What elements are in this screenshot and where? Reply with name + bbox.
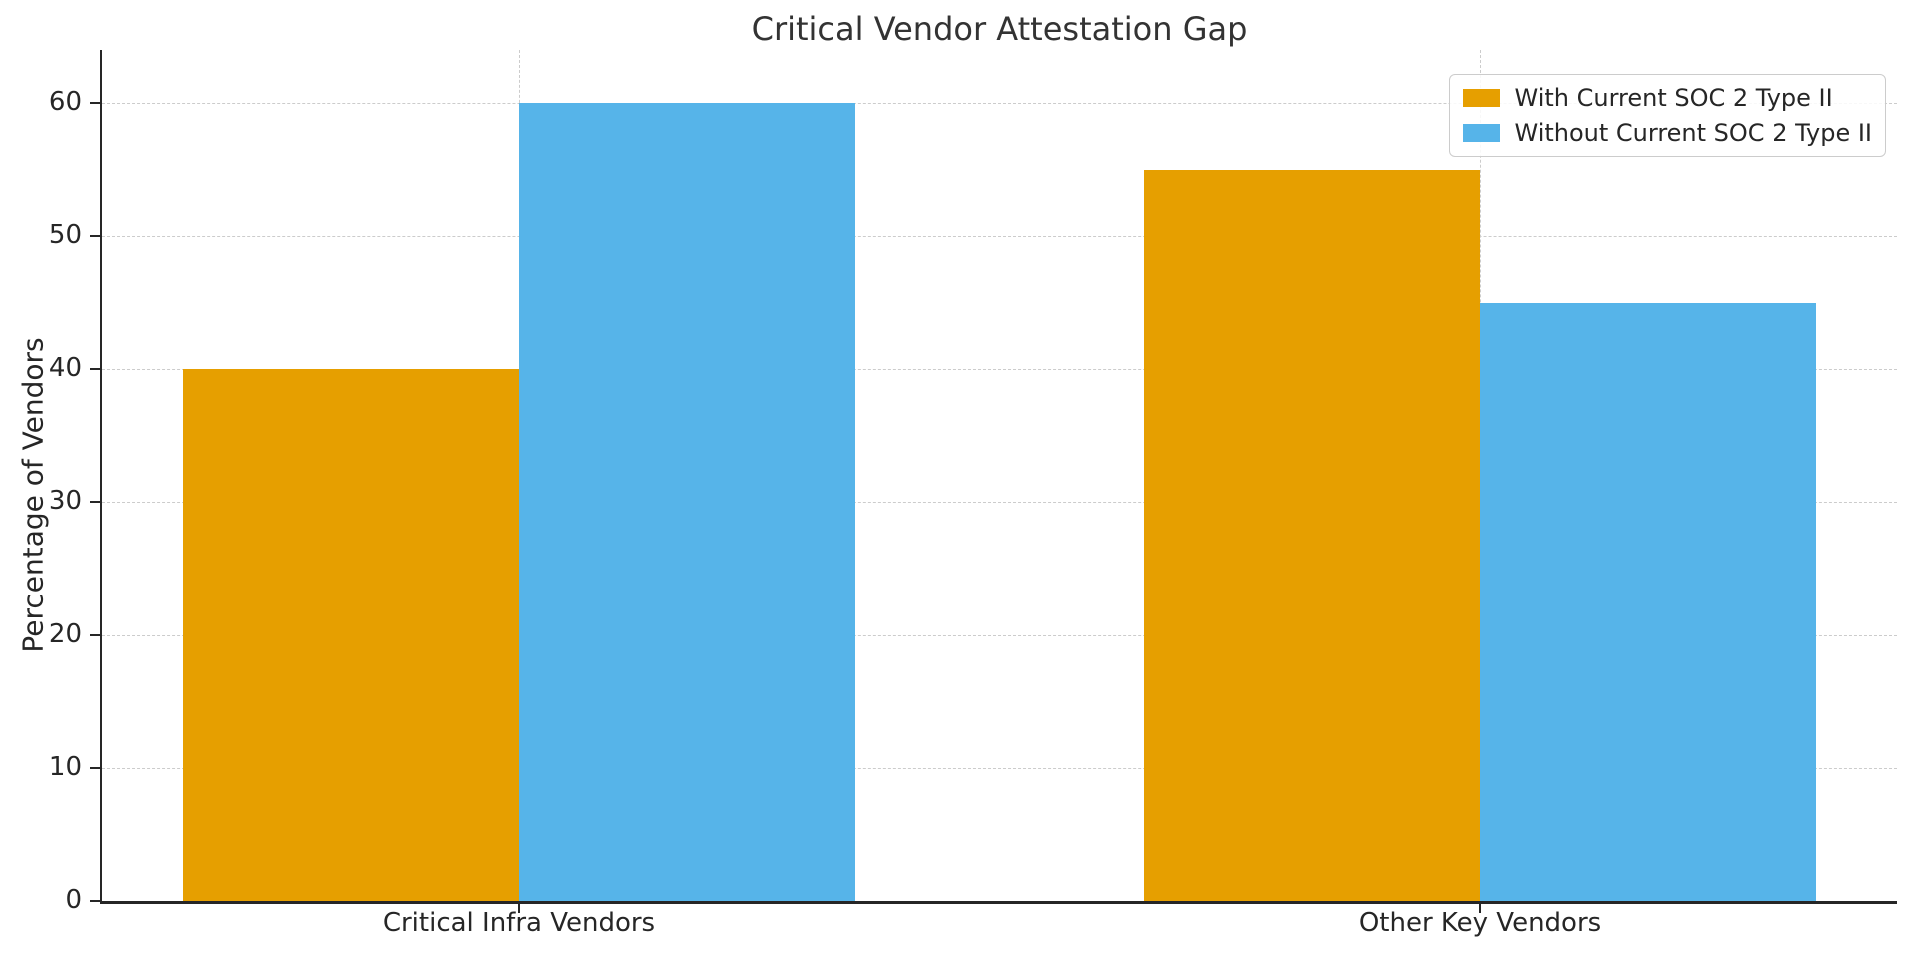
y-tick-label-40: 40	[48, 353, 82, 384]
x-tick-mark-0	[517, 903, 521, 913]
legend-entry-with-soc2: With Current SOC 2 Type II	[1463, 84, 1872, 112]
y-tick-label-50: 50	[48, 220, 82, 251]
legend-label: With Current SOC 2 Type II	[1514, 84, 1833, 112]
y-gridline-10	[102, 768, 1897, 770]
y-tick-label-60: 60	[48, 87, 82, 118]
x-tick-label-critical-infra: Critical Infra Vendors	[382, 908, 656, 938]
legend: With Current SOC 2 Type II Without Curre…	[1449, 74, 1886, 157]
bar-with-soc2-cat1	[1144, 169, 1481, 901]
x-axis-spine	[99, 901, 1897, 904]
y-tick-mark-50	[90, 234, 100, 238]
legend-entry-without-soc2: Without Current SOC 2 Type II	[1463, 119, 1872, 147]
x-tick-mark-1	[1478, 903, 1482, 913]
plot-area: Critical Infra Vendors Other Key Vendors…	[49, 50, 1897, 938]
y-tick-mark-60	[90, 101, 100, 105]
y-tick-mark-40	[90, 367, 100, 371]
y-tick-label-0: 0	[65, 885, 82, 915]
y-axis-spine	[99, 50, 102, 904]
bar-without-soc2-cat1	[1480, 302, 1817, 901]
y-tick-mark-0	[90, 899, 100, 903]
legend-swatch-blue	[1463, 124, 1501, 142]
y-tick-mark-20	[90, 633, 100, 637]
y-gridline-30	[102, 502, 1897, 504]
y-tick-label-20: 20	[48, 619, 82, 650]
y-tick-mark-10	[90, 766, 100, 770]
y-tick-label-30: 30	[48, 486, 82, 517]
y-gridline-40	[102, 369, 1897, 371]
legend-label: Without Current SOC 2 Type II	[1514, 119, 1872, 147]
x-tick-label-other-key: Other Key Vendors	[1358, 908, 1602, 938]
chart-title: Critical Vendor Attestation Gap	[751, 10, 1248, 48]
y-tick-mark-30	[90, 500, 100, 504]
bar-with-soc2-cat0	[182, 369, 519, 901]
legend-swatch-orange	[1463, 89, 1501, 107]
bar-without-soc2-cat0	[518, 103, 855, 901]
y-tick-label-10: 10	[48, 752, 82, 783]
y-gridline-20	[102, 635, 1897, 637]
y-gridline-60	[102, 103, 1897, 105]
y-gridline-50	[102, 236, 1897, 238]
